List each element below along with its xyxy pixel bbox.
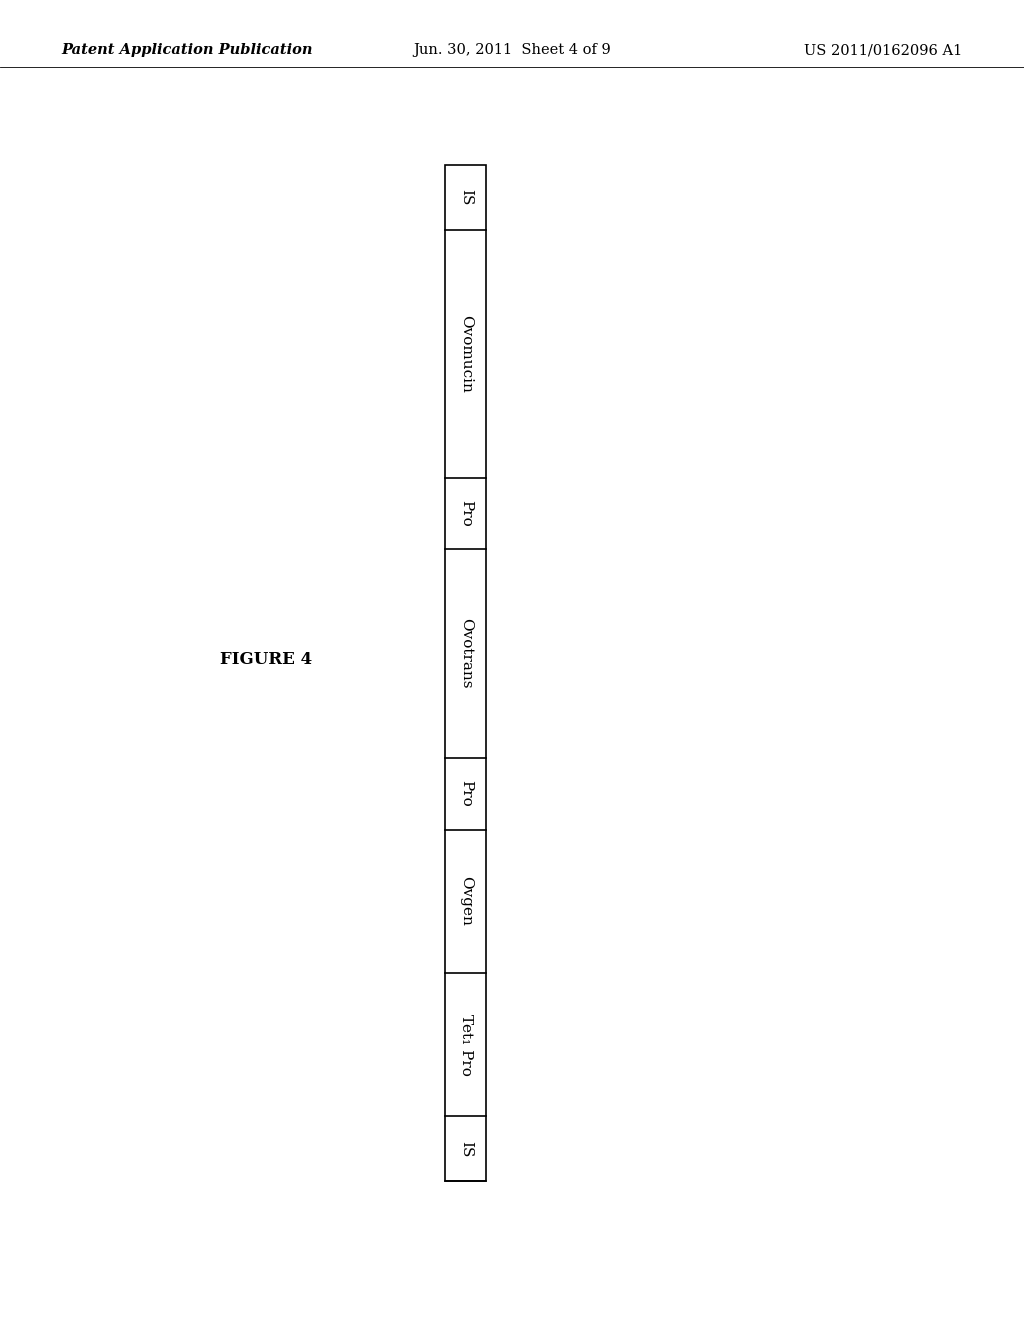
Text: Ovotrans: Ovotrans bbox=[459, 618, 473, 689]
Text: IS: IS bbox=[459, 1140, 473, 1158]
Bar bbox=[445, 165, 486, 1181]
Text: Ovomucin: Ovomucin bbox=[459, 315, 473, 393]
Text: IS: IS bbox=[459, 189, 473, 206]
Text: Ovgen: Ovgen bbox=[459, 876, 473, 927]
Text: Tet₁ Pro: Tet₁ Pro bbox=[459, 1014, 473, 1076]
Text: Pro: Pro bbox=[459, 780, 473, 807]
Text: Patent Application Publication: Patent Application Publication bbox=[61, 44, 313, 57]
Text: Jun. 30, 2011  Sheet 4 of 9: Jun. 30, 2011 Sheet 4 of 9 bbox=[413, 44, 611, 57]
Text: FIGURE 4: FIGURE 4 bbox=[220, 652, 312, 668]
Text: Pro: Pro bbox=[459, 500, 473, 527]
Text: US 2011/0162096 A1: US 2011/0162096 A1 bbox=[804, 44, 963, 57]
